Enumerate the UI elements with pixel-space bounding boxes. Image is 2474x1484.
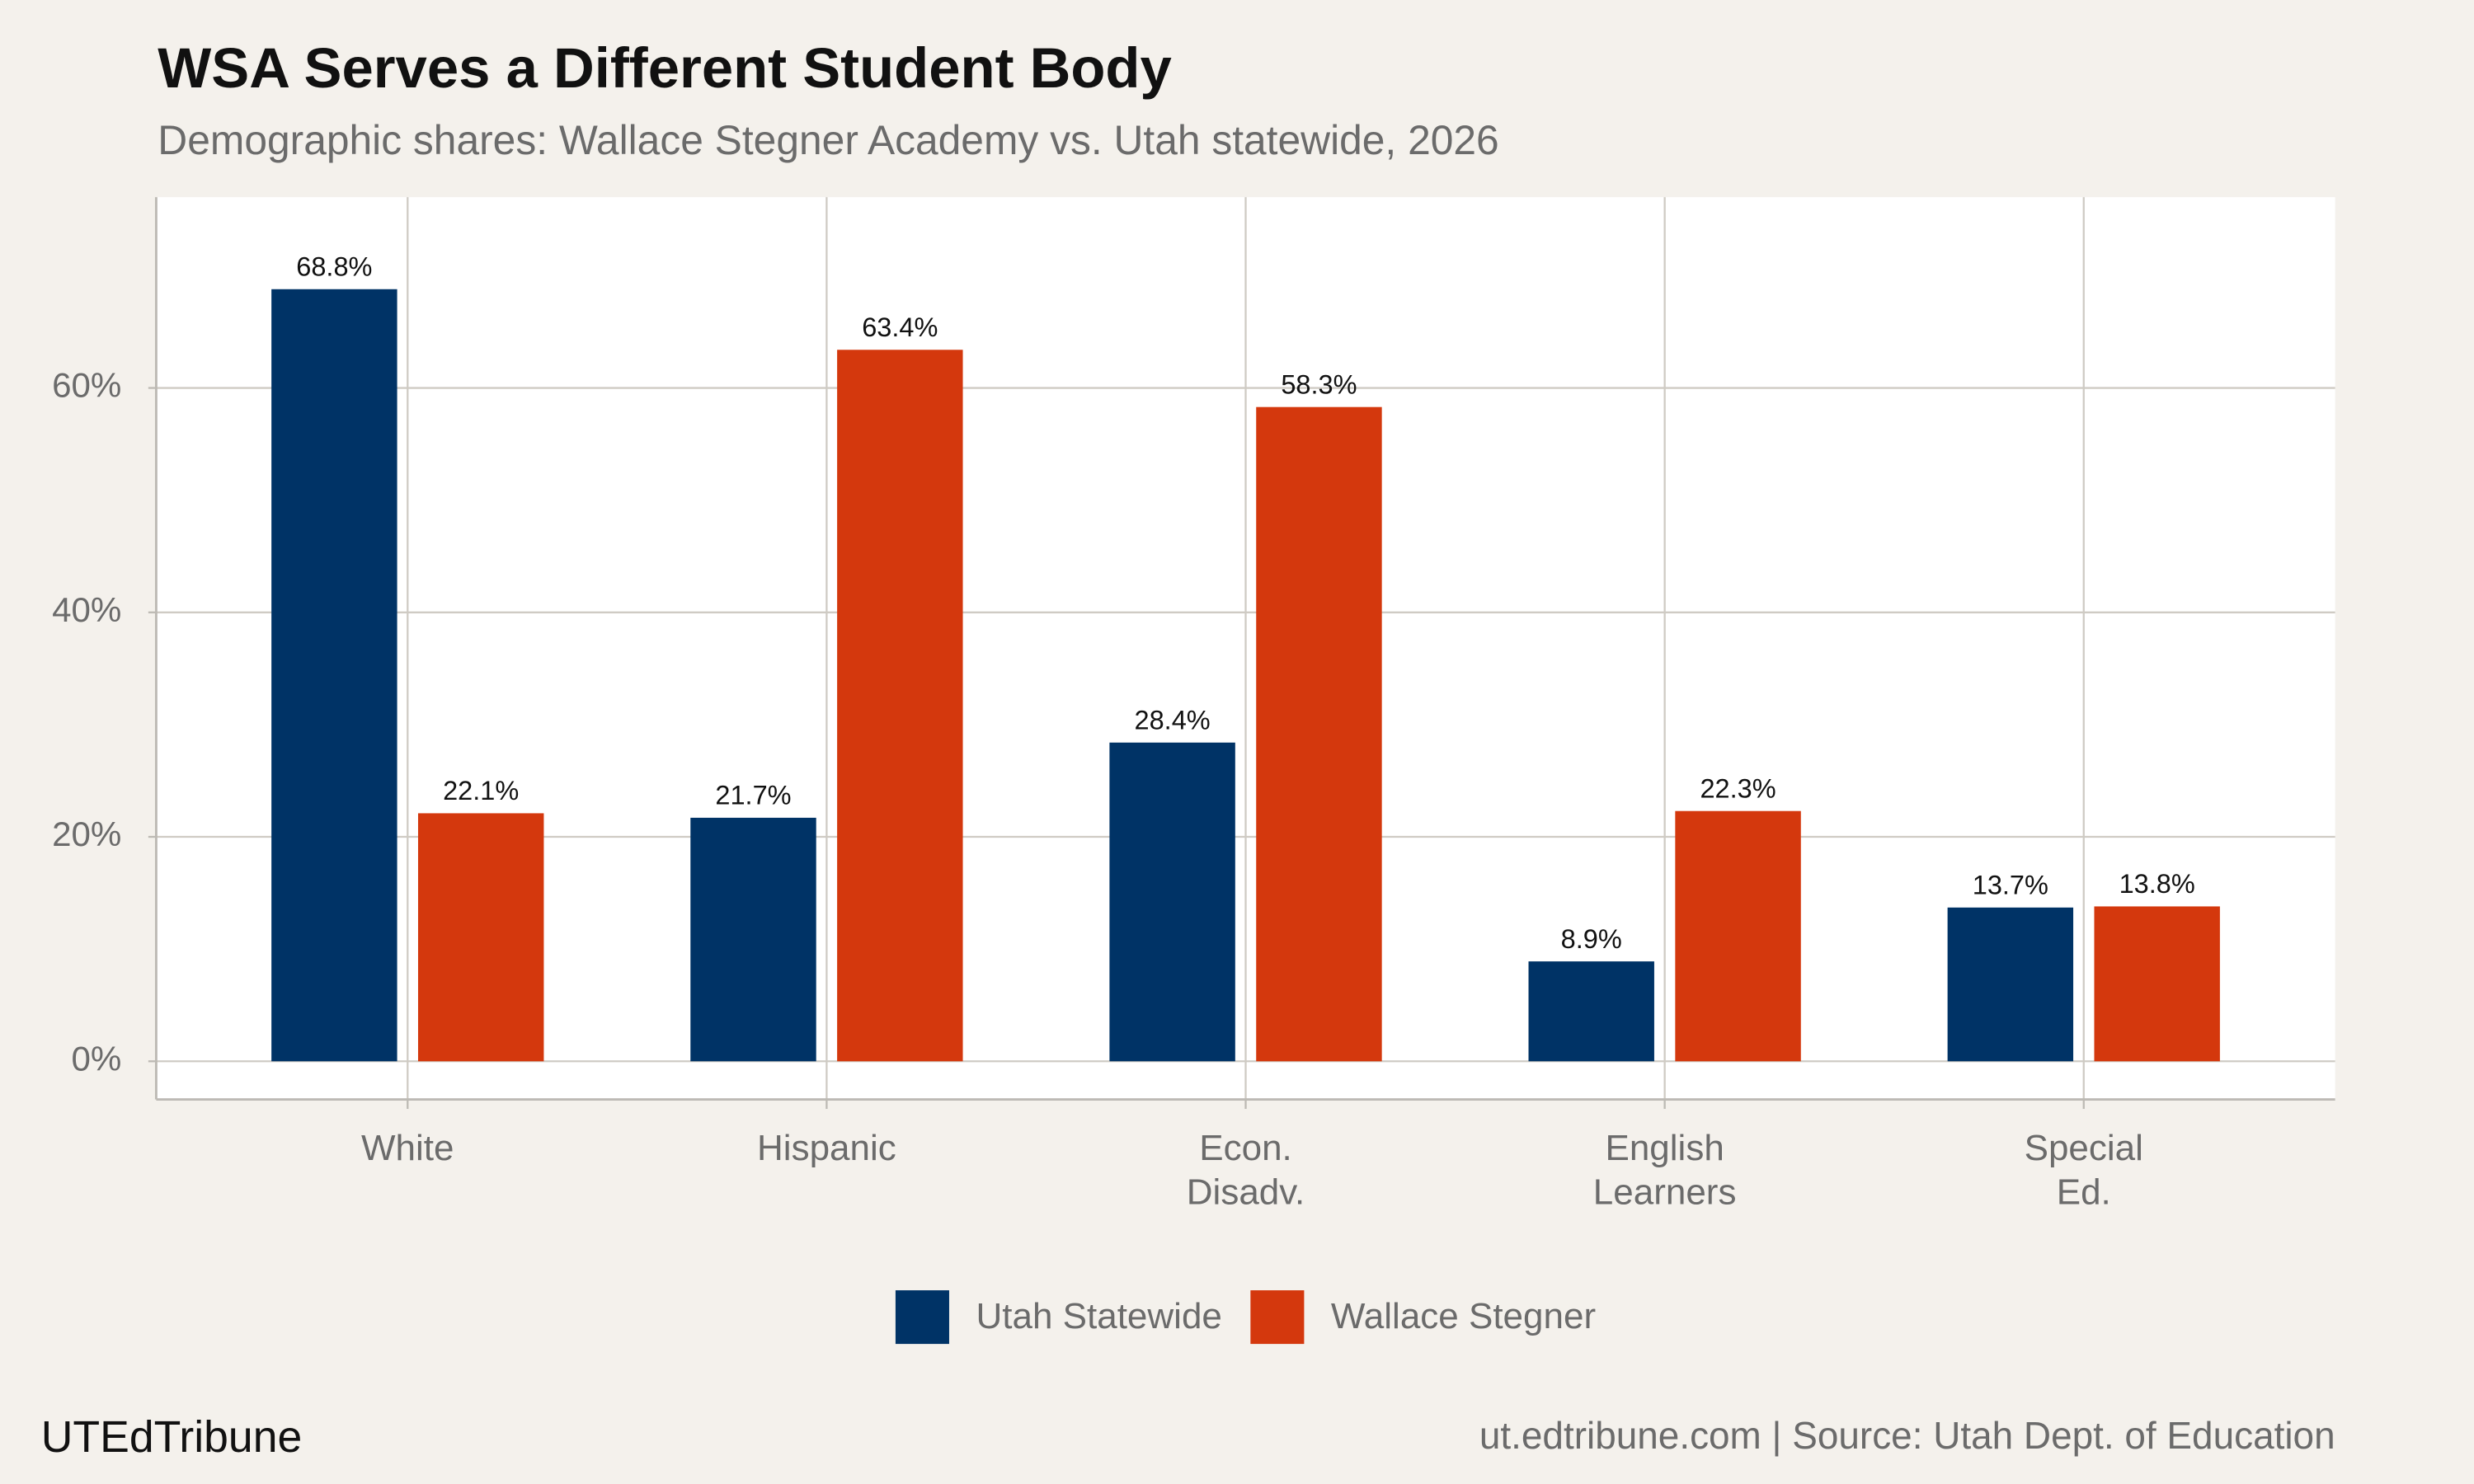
x-tick-label: English Learners	[1593, 1127, 1737, 1212]
bar	[837, 350, 963, 1062]
value-label: 68.8%	[296, 251, 372, 281]
bar	[1528, 961, 1654, 1062]
value-label: 21.7%	[715, 781, 791, 810]
chart-title: WSA Serves a Different Student Body	[158, 36, 1171, 100]
x-tick-label: Special Ed.	[2025, 1127, 2143, 1212]
bar	[1675, 810, 1801, 1062]
value-label: 13.7%	[1973, 871, 2048, 900]
legend-label: Wallace Stegner	[1331, 1296, 1596, 1336]
bar	[2094, 906, 2220, 1062]
caption-right: ut.edtribune.com | Source: Utah Dept. of…	[1479, 1414, 2335, 1457]
caption-left: UTEdTribune	[41, 1413, 303, 1462]
value-label: 28.4%	[1135, 705, 1211, 735]
chart-subtitle: Demographic shares: Wallace Stegner Acad…	[158, 117, 1498, 163]
value-label: 13.8%	[2119, 869, 2195, 899]
x-tick-label: Econ. Disadv.	[1187, 1127, 1305, 1212]
bar	[271, 289, 397, 1062]
legend-swatch	[895, 1290, 949, 1345]
value-label: 58.3%	[1281, 369, 1357, 399]
y-tick-label: 20%	[52, 815, 121, 853]
x-tick-label: Hispanic	[757, 1127, 896, 1167]
y-tick-label: 0%	[71, 1039, 121, 1078]
value-label: 22.1%	[443, 776, 519, 805]
x-tick-label: White	[361, 1127, 454, 1167]
bar	[1947, 907, 2074, 1062]
y-tick-label: 40%	[52, 590, 121, 629]
y-tick-label: 60%	[52, 366, 121, 405]
bar	[1109, 742, 1235, 1062]
value-label: 8.9%	[1561, 924, 1622, 954]
value-label: 63.4%	[862, 312, 938, 342]
value-label: 22.3%	[1700, 773, 1776, 803]
bar	[1256, 406, 1382, 1062]
bar	[690, 817, 816, 1062]
legend-swatch	[1250, 1290, 1305, 1345]
bar	[417, 813, 544, 1062]
legend-label: Utah Statewide	[976, 1296, 1221, 1336]
